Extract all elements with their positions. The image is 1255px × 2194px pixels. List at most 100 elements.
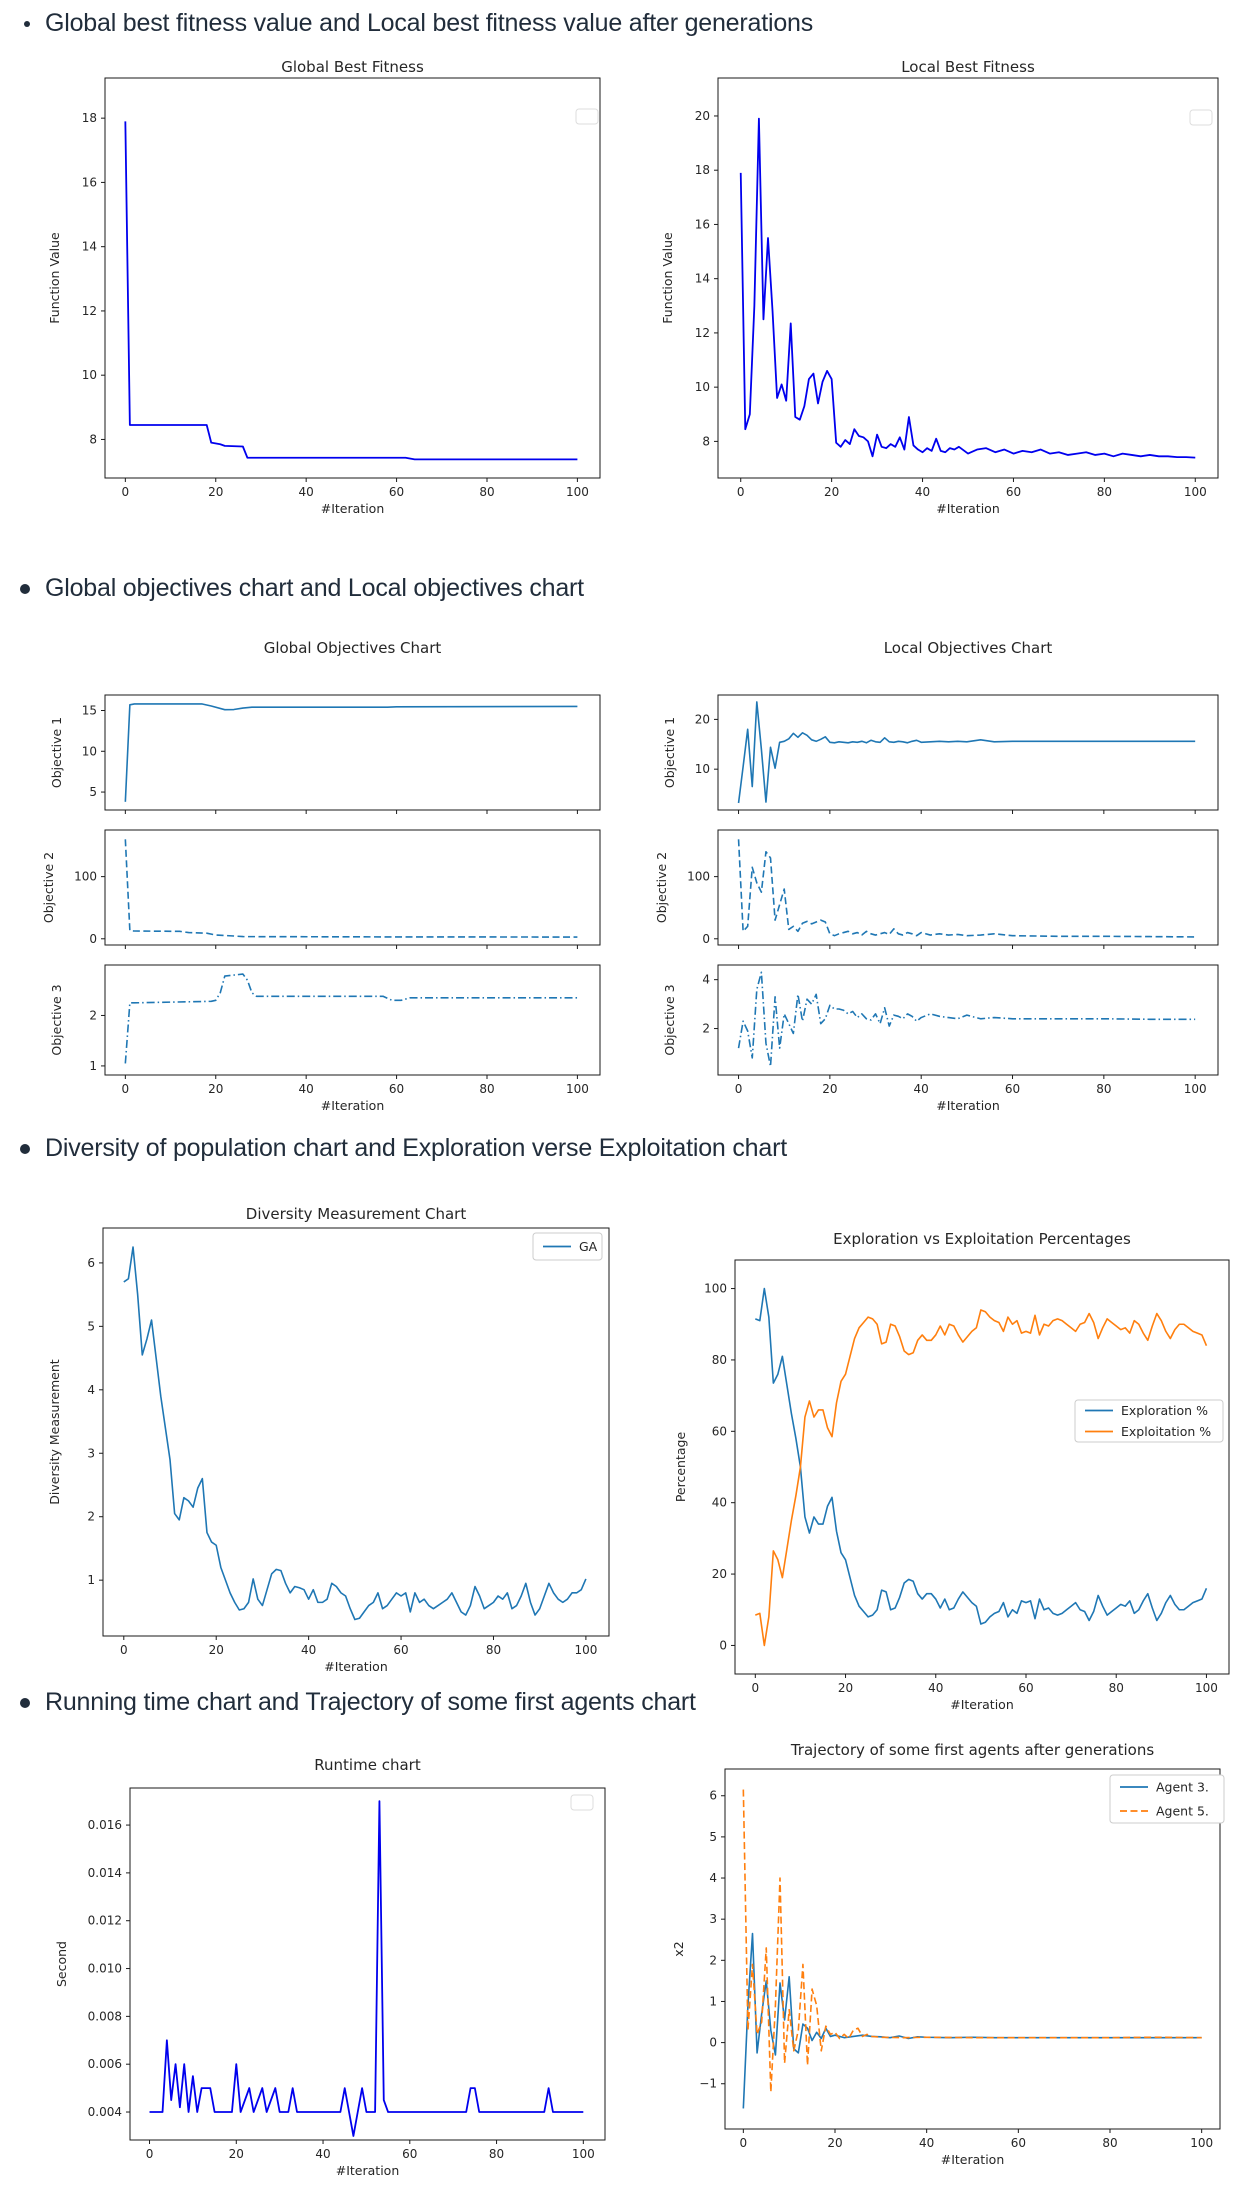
svg-text:Percentage: Percentage <box>673 1432 688 1503</box>
svg-text:20: 20 <box>712 1567 727 1581</box>
svg-text:Objective 1: Objective 1 <box>49 717 64 788</box>
svg-text:18: 18 <box>695 163 710 177</box>
svg-text:4: 4 <box>87 1383 95 1397</box>
heading-best-fitness: Global best fitness value and Local best… <box>18 9 813 38</box>
global-best-fitness-figure: Global Best Fitness 8 10 12 14 16 18 0 20 40 60 80 1… <box>40 52 615 524</box>
svg-text:0.006: 0.006 <box>88 2057 122 2071</box>
svg-text:20: 20 <box>827 2136 842 2150</box>
svg-text:20: 20 <box>208 1082 223 1096</box>
svg-text:10: 10 <box>695 380 710 394</box>
svg-text:8: 8 <box>702 434 710 448</box>
svg-text:Objective 3: Objective 3 <box>662 984 677 1055</box>
svg-text:20: 20 <box>208 485 223 499</box>
svg-text:100: 100 <box>1190 2136 1213 2150</box>
svg-text:0: 0 <box>751 1681 759 1695</box>
svg-text:Function Value: Function Value <box>660 232 675 324</box>
svg-text:60: 60 <box>1006 485 1021 499</box>
svg-text:10: 10 <box>82 368 97 382</box>
bullet-icon <box>20 583 30 594</box>
svg-text:20: 20 <box>824 485 839 499</box>
svg-text:Exploration %: Exploration % <box>1121 1403 1208 1418</box>
svg-text:14: 14 <box>82 240 97 254</box>
svg-text:60: 60 <box>1011 2136 1026 2150</box>
svg-text:#Iteration: #Iteration <box>936 501 1000 516</box>
svg-text:100: 100 <box>687 870 710 884</box>
svg-text:100: 100 <box>574 1643 597 1657</box>
svg-text:2: 2 <box>89 1008 97 1022</box>
runtime-chart: Runtime chart 0.004 0.006 0.008 0.010 0.012 0.… <box>54 1756 606 2178</box>
svg-text:6: 6 <box>87 1256 95 1270</box>
heading-runtime-trajectory: Running time chart and Trajectory of som… <box>18 1688 696 1717</box>
svg-text:1: 1 <box>709 1994 717 2008</box>
svg-text:0.008: 0.008 <box>88 2009 122 2023</box>
svg-text:0.014: 0.014 <box>88 1866 122 1880</box>
bullet-icon <box>20 1143 30 1154</box>
svg-text:100: 100 <box>704 1282 727 1296</box>
svg-text:80: 80 <box>479 1082 494 1096</box>
svg-text:14: 14 <box>695 272 710 286</box>
svg-text:40: 40 <box>914 1082 929 1096</box>
svg-text:60: 60 <box>1018 1681 1033 1695</box>
svg-text:0.004: 0.004 <box>88 2105 122 2119</box>
svg-text:0: 0 <box>740 2136 748 2150</box>
svg-text:2: 2 <box>709 1953 717 1967</box>
svg-text:0: 0 <box>122 485 130 499</box>
explore-exploit-figure: Exploration vs Exploitation Percentages 0… <box>650 1190 1255 1712</box>
svg-text:#Iteration: #Iteration <box>321 501 385 516</box>
svg-text:20: 20 <box>822 1082 837 1096</box>
svg-text:Diversity Measurement: Diversity Measurement <box>47 1359 62 1504</box>
local-best-fitness-chart: Local Best Fitness 8 10 12 14 16 18 20 0 20 40 60 80… <box>660 58 1219 516</box>
heading-objectives: Global objectives chart and Local object… <box>18 574 584 603</box>
svg-text:Global Best Fitness: Global Best Fitness <box>281 58 424 76</box>
trajectory-figure: Trajectory of some first agents after ge… <box>655 1735 1255 2194</box>
svg-text:15: 15 <box>82 703 97 717</box>
diversity-figure: Diversity Measurement Chart 1 2 3 4 5 6 0 20 40 60… <box>35 1190 635 1686</box>
svg-text:GA: GA <box>579 1239 598 1254</box>
svg-text:Function Value: Function Value <box>47 232 62 324</box>
svg-text:100: 100 <box>566 485 589 499</box>
svg-text:40: 40 <box>928 1681 943 1695</box>
svg-text:12: 12 <box>82 304 97 318</box>
svg-text:3: 3 <box>87 1446 95 1460</box>
svg-text:60: 60 <box>712 1424 727 1438</box>
svg-text:40: 40 <box>299 1082 314 1096</box>
svg-text:6: 6 <box>709 1789 717 1803</box>
svg-text:60: 60 <box>1005 1082 1020 1096</box>
trajectory-chart: Trajectory of some first agents after ge… <box>671 1741 1225 2167</box>
svg-text:5: 5 <box>87 1319 95 1333</box>
svg-text:0: 0 <box>702 932 710 946</box>
svg-text:60: 60 <box>389 485 404 499</box>
svg-text:16: 16 <box>695 217 710 231</box>
svg-text:80: 80 <box>479 485 494 499</box>
heading-text: Diversity of population chart and Explor… <box>45 1134 787 1162</box>
svg-text:5: 5 <box>89 785 97 799</box>
svg-text:0: 0 <box>719 1638 727 1652</box>
svg-text:Objective 1: Objective 1 <box>662 717 677 788</box>
svg-text:0: 0 <box>89 932 97 946</box>
explore-exploit-chart: Exploration vs Exploitation Percentages 0… <box>673 1230 1230 1712</box>
svg-text:80: 80 <box>1109 1681 1124 1695</box>
svg-text:100: 100 <box>1195 1681 1218 1695</box>
svg-text:1: 1 <box>87 1573 95 1587</box>
svg-text:#Iteration: #Iteration <box>936 1098 1000 1113</box>
svg-text:20: 20 <box>695 712 710 726</box>
svg-text:#Iteration: #Iteration <box>321 1098 385 1113</box>
svg-text:100: 100 <box>74 870 97 884</box>
svg-text:0: 0 <box>146 2147 154 2161</box>
svg-text:Exploration vs Exploitation Pe: Exploration vs Exploitation Percentages <box>833 1230 1131 1248</box>
svg-text:0: 0 <box>120 1643 128 1657</box>
svg-text:20: 20 <box>209 1643 224 1657</box>
svg-text:Exploitation %: Exploitation % <box>1121 1424 1211 1439</box>
svg-text:80: 80 <box>486 1643 501 1657</box>
svg-text:#Iteration: #Iteration <box>941 2152 1005 2167</box>
svg-text:Agent 5.: Agent 5. <box>1156 1804 1209 1819</box>
svg-text:80: 80 <box>712 1353 727 1367</box>
svg-text:80: 80 <box>489 2147 504 2161</box>
svg-text:2: 2 <box>702 1022 710 1036</box>
svg-text:40: 40 <box>299 485 314 499</box>
svg-text:40: 40 <box>301 1643 316 1657</box>
svg-text:60: 60 <box>393 1643 408 1657</box>
